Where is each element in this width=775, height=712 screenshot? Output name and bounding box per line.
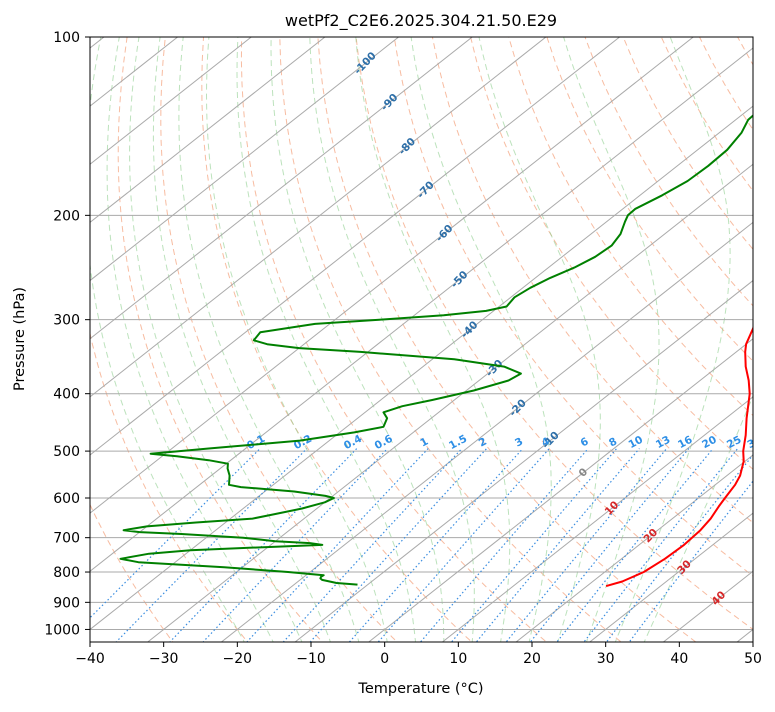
x-axis-label: Temperature (°C) (357, 681, 483, 697)
y-tick-label: 200 (53, 208, 80, 224)
y-axis-label: Pressure (hPa) (12, 287, 28, 391)
x-tick-label: 20 (523, 651, 541, 667)
y-tick-label: 600 (53, 491, 80, 507)
x-tick-label: 30 (597, 651, 615, 667)
y-tick-label: 500 (53, 444, 80, 460)
y-tick-label: 700 (53, 531, 80, 547)
y-tick-label: 100 (53, 30, 80, 46)
x-tick-label: 10 (449, 651, 467, 667)
x-tick-label: −20 (223, 651, 253, 667)
y-tick-label: 400 (53, 387, 80, 403)
x-tick-label: −10 (296, 651, 326, 667)
y-tick-label: 900 (53, 595, 80, 611)
y-tick-label: 800 (53, 565, 80, 581)
x-tick-label: −40 (75, 651, 105, 667)
chart-title: wetPf2_C2E6.2025.304.21.50.E29 (285, 11, 557, 31)
y-tick-label: 300 (53, 313, 80, 329)
x-tick-label: 0 (380, 651, 389, 667)
x-tick-label: 40 (670, 651, 688, 667)
y-tick-label: 1000 (44, 622, 80, 638)
x-tick-label: 50 (744, 651, 762, 667)
x-tick-label: −30 (149, 651, 179, 667)
